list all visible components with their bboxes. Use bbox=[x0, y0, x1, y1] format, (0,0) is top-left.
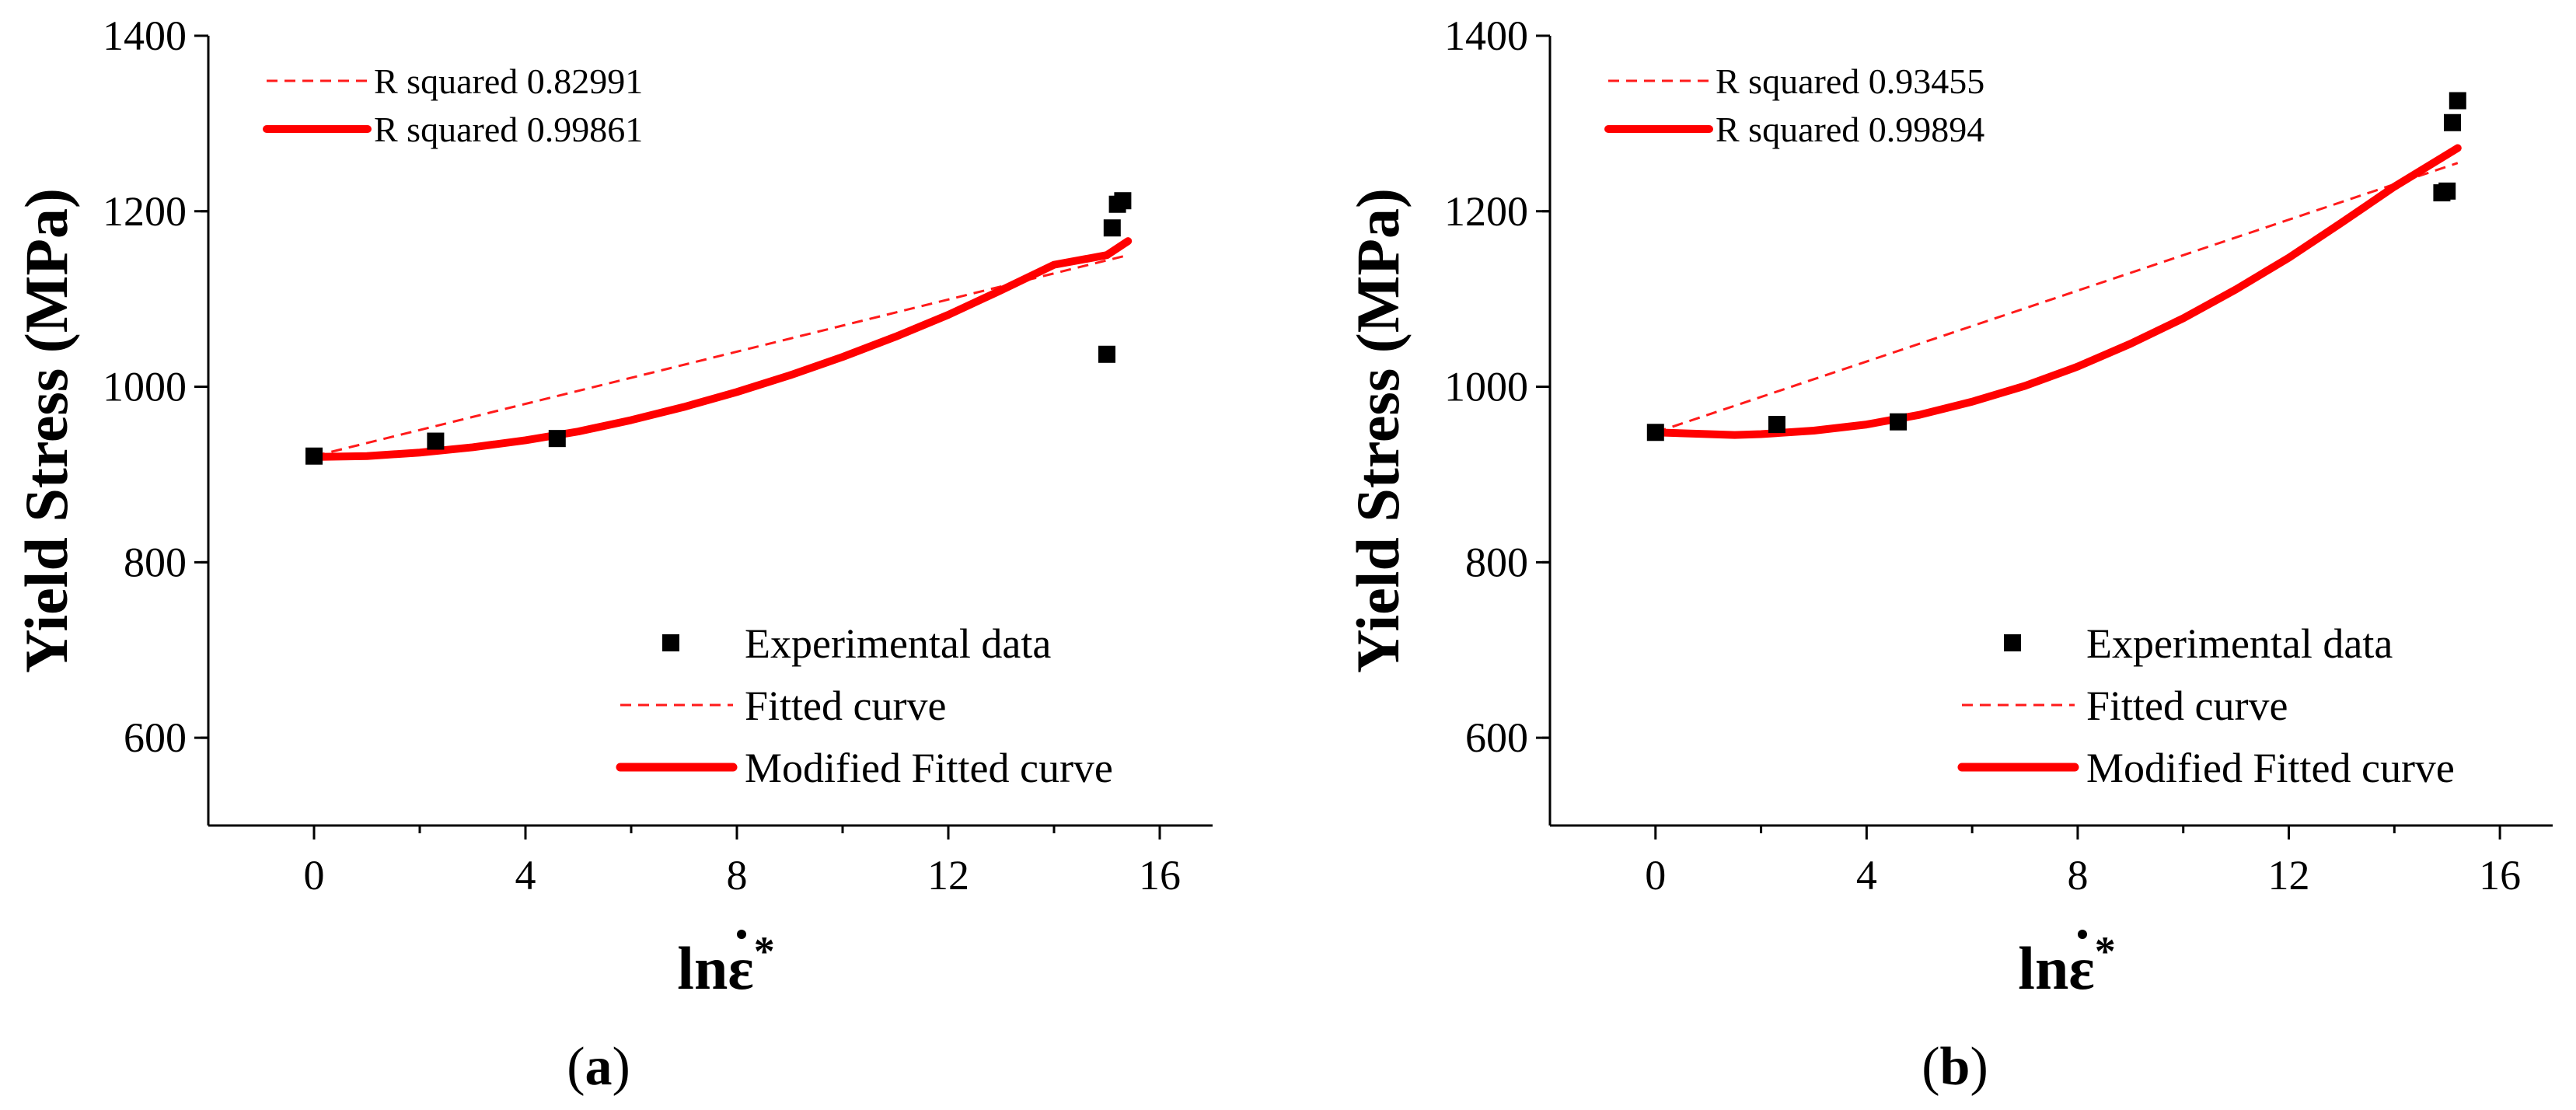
r-squared-label: R squared 0.93455 bbox=[1716, 61, 1984, 101]
x-tick-label: 8 bbox=[2067, 852, 2088, 899]
x-tick-label: 8 bbox=[727, 852, 748, 899]
y-tick-label: 1000 bbox=[1444, 364, 1528, 410]
experimental-point bbox=[1098, 345, 1115, 363]
x-tick-label: 0 bbox=[304, 852, 325, 899]
y-tick-label: 800 bbox=[124, 539, 187, 585]
modified-fitted-curve-line bbox=[310, 237, 1133, 461]
experimental-point bbox=[2438, 182, 2456, 200]
y-axis-title: Yield Stress (MPa) bbox=[12, 188, 80, 673]
y-tick-label: 1200 bbox=[1444, 188, 1528, 235]
experimental-point bbox=[1646, 424, 1664, 442]
legend-experimental-label: Experimental data bbox=[745, 620, 1051, 667]
legend-modified-label: Modified Fitted curve bbox=[745, 745, 1113, 791]
fitted-curve-line bbox=[313, 253, 1129, 458]
experimental-point bbox=[2449, 92, 2466, 110]
x-axis-title: lnε* bbox=[2018, 928, 2115, 1002]
experimental-point bbox=[1890, 413, 1908, 431]
y-tick-label: 600 bbox=[124, 714, 187, 761]
y-axis-title: Yield Stress (MPa) bbox=[1344, 188, 1412, 673]
legend-fitted-label: Fitted curve bbox=[2086, 682, 2288, 729]
x-tick-label: 16 bbox=[1139, 852, 1181, 899]
experimental-point bbox=[1103, 219, 1121, 237]
epsilon-dot-accent bbox=[737, 930, 746, 939]
legend-fitted-label: Fitted curve bbox=[745, 682, 946, 729]
experimental-point bbox=[1114, 192, 1132, 210]
epsilon-dot-accent bbox=[2078, 930, 2087, 939]
panel-b: 0 4 8 12 16 600 800 1000 1200 1400 Yield Stress (M… bbox=[1344, 12, 2553, 1097]
experimental-point bbox=[548, 430, 566, 448]
legend-experimental-label: Experimental data bbox=[2086, 620, 2393, 667]
y-tick-label: 1000 bbox=[103, 364, 187, 410]
legend-experimental-marker bbox=[662, 634, 679, 651]
x-tick-label: 16 bbox=[2479, 852, 2521, 899]
panel-tag: (a) bbox=[567, 1037, 630, 1097]
r-squared-label: R squared 0.82991 bbox=[374, 61, 643, 101]
experimental-point bbox=[2444, 113, 2461, 131]
r-squared-label: R squared 0.99861 bbox=[374, 110, 643, 149]
experimental-point bbox=[1768, 416, 1785, 434]
r-squared-legend: R squared 0.93455 R squared 0.99894 bbox=[1604, 61, 1984, 149]
r-squared-label: R squared 0.99894 bbox=[1716, 110, 1984, 149]
y-tick-label: 1200 bbox=[103, 188, 187, 235]
x-tick-label: 4 bbox=[1856, 852, 1877, 899]
y-tick-label: 600 bbox=[1465, 714, 1528, 761]
y-tick-label: 1400 bbox=[103, 12, 187, 59]
legend-experimental-marker bbox=[2004, 634, 2021, 651]
y-tick-label: 1400 bbox=[1444, 12, 1528, 59]
experimental-point bbox=[305, 447, 323, 465]
x-axis-title: lnε* bbox=[677, 928, 774, 1002]
x-tick-label: 12 bbox=[927, 852, 969, 899]
modified-fitted-curve-line bbox=[1651, 144, 2462, 439]
experimental-point bbox=[427, 432, 445, 450]
panel-tag: (b) bbox=[1922, 1037, 1988, 1097]
x-tick-label: 0 bbox=[1645, 852, 1666, 899]
x-tick-label: 12 bbox=[2268, 852, 2310, 899]
x-tick-label: 4 bbox=[515, 852, 536, 899]
fitted-curve-line bbox=[1655, 162, 2459, 434]
r-squared-legend: R squared 0.82991 R squared 0.99861 bbox=[263, 61, 643, 149]
panel-a: 0 4 8 12 16 600 800 1000 1200 1400 Yield Stress (M… bbox=[12, 12, 1213, 1097]
legend: Experimental data Fitted curve Modified Fi… bbox=[1957, 620, 2455, 791]
legend-modified-label: Modified Fitted curve bbox=[2086, 745, 2455, 791]
y-tick-label: 800 bbox=[1465, 539, 1528, 585]
legend: Experimental data Fitted curve Modified Fi… bbox=[616, 620, 1113, 791]
